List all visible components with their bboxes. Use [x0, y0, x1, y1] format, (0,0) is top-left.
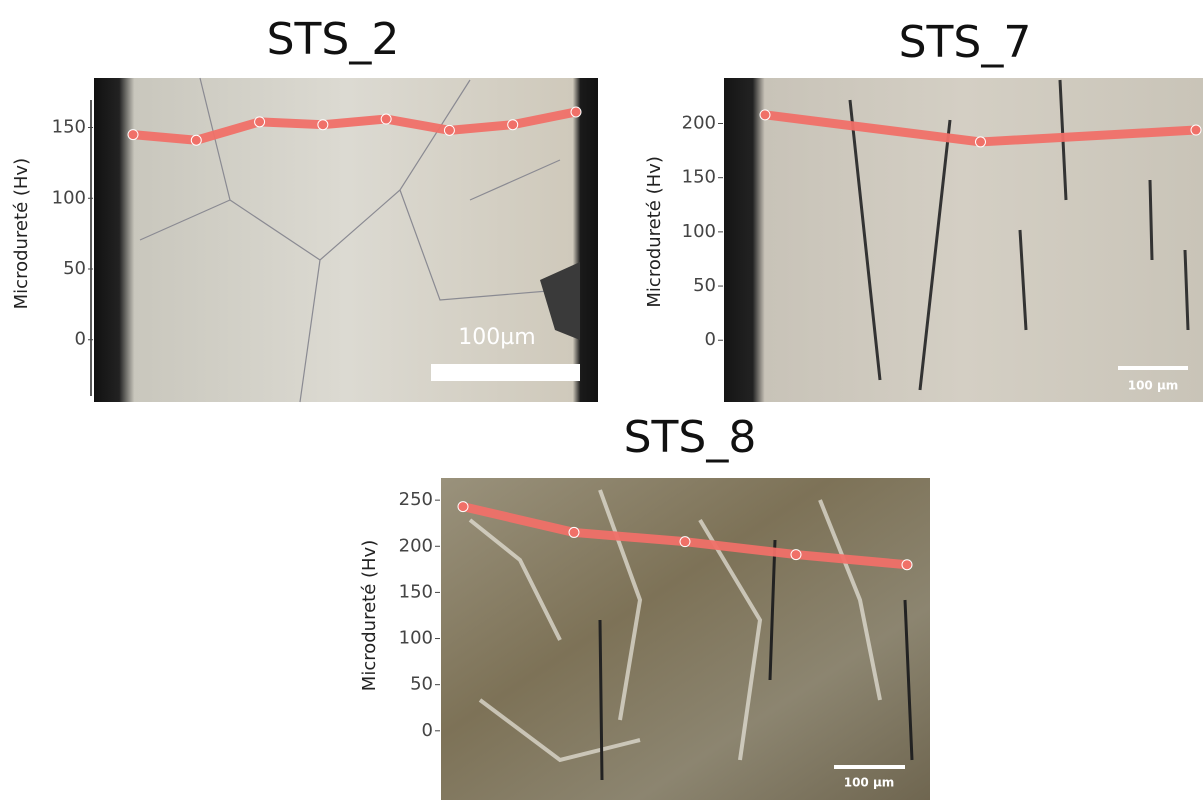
chart-title: STS_2: [267, 14, 400, 65]
y-tick-label: 200: [682, 113, 716, 134]
y-tick-label: 150: [52, 117, 86, 138]
hardness-point: [457, 501, 469, 513]
y-axis-label: Microdureté (Hv): [644, 156, 665, 307]
y-tick-label: 50: [693, 275, 716, 296]
scale-bar: [431, 364, 580, 381]
scale-bar-label: 100 µm: [1128, 379, 1179, 393]
ferrite-network: [468, 489, 882, 763]
chart-title: STS_8: [624, 412, 757, 463]
hardness-point: [507, 119, 519, 131]
micrograph-backgrounds: [94, 77, 1203, 800]
micrograph: [441, 478, 930, 800]
scale-bar-label: 100 µm: [844, 776, 895, 790]
hardness-point: [1190, 124, 1202, 136]
y-axis-label: Microdureté (Hv): [11, 158, 32, 309]
y-tick-label: 250: [399, 489, 433, 510]
scale-bar: [834, 765, 905, 769]
hardness-point: [254, 116, 266, 128]
hardness-point: [190, 134, 202, 146]
hardness-point: [380, 113, 392, 125]
grain-boundaries: [139, 77, 561, 403]
y-tick-label: 100: [52, 187, 86, 208]
hardness-point: [127, 129, 139, 141]
y-tick-label: 100: [399, 628, 433, 649]
scale-bar: [1118, 366, 1188, 370]
y-tick-label: 150: [399, 581, 433, 602]
y-tick-label: 0: [75, 329, 86, 350]
hardness-line: [128, 107, 581, 145]
y-tick-label: 50: [63, 258, 86, 279]
y-tick-label: 0: [705, 329, 716, 350]
hardness-point: [759, 109, 771, 121]
y-axis-label: Microdureté (Hv): [359, 540, 380, 691]
micrograph: [94, 78, 598, 402]
scale-bar-label: 100µm: [458, 325, 535, 350]
y-tick-label: 50: [410, 674, 433, 695]
y-tick-label: 200: [399, 535, 433, 556]
hardness-point: [975, 136, 986, 148]
hardness-point: [443, 124, 455, 136]
hardness-point: [317, 119, 329, 131]
micrograph: [724, 78, 1203, 402]
inclusions: [598, 539, 914, 781]
hardness-point: [570, 106, 582, 118]
hardness-point: [901, 559, 913, 571]
y-tick-label: 0: [422, 720, 433, 741]
dark-region: [540, 262, 580, 340]
y-tick-label: 150: [682, 167, 716, 188]
y-tick-label: 100: [682, 221, 716, 242]
hardness-point: [568, 526, 580, 538]
hardness-point: [790, 549, 802, 561]
chart-title: STS_7: [899, 17, 1032, 68]
hardness-point: [679, 536, 691, 548]
